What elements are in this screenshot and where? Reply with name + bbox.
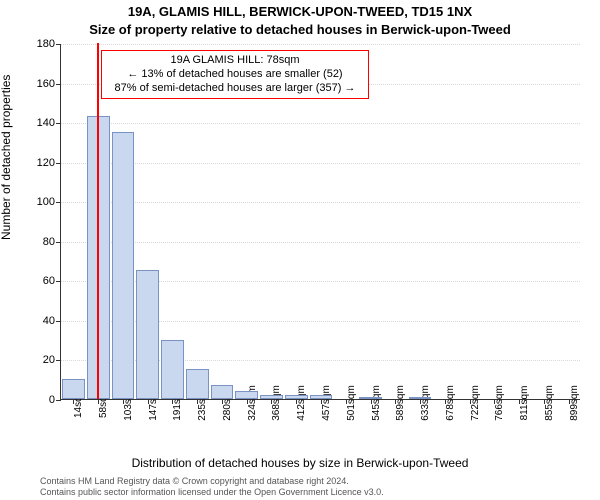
y-tick-label: 120 — [37, 157, 55, 169]
y-tick — [56, 242, 61, 243]
chart-title-line1: 19A, GLAMIS HILL, BERWICK-UPON-TWEED, TD… — [0, 4, 600, 19]
gridline — [61, 242, 580, 243]
y-tick — [56, 321, 61, 322]
annotation-line1: 19A GLAMIS HILL: 78sqm — [108, 54, 362, 68]
y-tick — [56, 123, 61, 124]
x-tick-label: 501sqm — [346, 385, 357, 421]
y-axis-label: Number of detached properties — [0, 75, 13, 240]
x-tick-label: 678sqm — [445, 385, 456, 421]
gridline — [61, 202, 580, 203]
bar — [112, 132, 135, 399]
y-tick — [56, 163, 61, 164]
y-tick-label: 80 — [43, 236, 55, 248]
annotation-line3: 87% of semi-detached houses are larger (… — [108, 82, 362, 96]
chart-title-line2: Size of property relative to detached ho… — [0, 22, 600, 37]
plot-area: 02040608010012014016018014sqm58sqm103sqm… — [60, 44, 580, 400]
footer-line2: Contains public sector information licen… — [40, 487, 384, 498]
gridline — [61, 163, 580, 164]
bar — [161, 340, 184, 399]
gridline — [61, 44, 580, 45]
y-tick-label: 160 — [37, 78, 55, 90]
x-tick-label: 766sqm — [494, 385, 505, 421]
bar — [235, 391, 258, 399]
y-tick-label: 40 — [43, 315, 55, 327]
x-tick-label: 633sqm — [420, 385, 431, 421]
footer-attribution: Contains HM Land Registry data © Crown c… — [40, 476, 384, 498]
y-tick — [56, 84, 61, 85]
footer-line1: Contains HM Land Registry data © Crown c… — [40, 476, 384, 487]
bar — [211, 385, 234, 399]
bar — [62, 379, 85, 399]
bar — [260, 395, 283, 399]
bar — [359, 397, 382, 399]
y-tick — [56, 360, 61, 361]
y-tick — [56, 202, 61, 203]
y-tick — [56, 44, 61, 45]
x-tick-label: 545sqm — [371, 385, 382, 421]
chart-container: 19A, GLAMIS HILL, BERWICK-UPON-TWEED, TD… — [0, 0, 600, 500]
y-tick-label: 20 — [43, 354, 55, 366]
x-tick-label: 855sqm — [544, 385, 555, 421]
bar — [409, 397, 432, 399]
bar — [310, 395, 333, 399]
x-tick-label: 368sqm — [271, 385, 282, 421]
bar — [285, 395, 308, 399]
annotation-line2: ← 13% of detached houses are smaller (52… — [108, 68, 362, 82]
gridline — [61, 123, 580, 124]
bar — [136, 270, 159, 399]
x-tick-label: 722sqm — [470, 385, 481, 421]
y-tick-label: 0 — [49, 394, 55, 406]
x-tick-label: 589sqm — [395, 385, 406, 421]
y-tick-label: 140 — [37, 117, 55, 129]
y-tick-label: 180 — [37, 38, 55, 50]
x-axis-label: Distribution of detached houses by size … — [0, 456, 600, 470]
x-tick-label: 899sqm — [569, 385, 580, 421]
x-tick-label: 412sqm — [296, 385, 307, 421]
x-tick-label: 811sqm — [519, 386, 530, 421]
y-tick — [56, 281, 61, 282]
property-marker-line — [97, 43, 99, 399]
y-tick — [56, 400, 61, 401]
y-tick-label: 100 — [37, 196, 55, 208]
y-tick-label: 60 — [43, 275, 55, 287]
annotation-box: 19A GLAMIS HILL: 78sqm← 13% of detached … — [101, 50, 369, 99]
bar — [186, 369, 209, 399]
x-tick-label: 457sqm — [321, 385, 332, 421]
